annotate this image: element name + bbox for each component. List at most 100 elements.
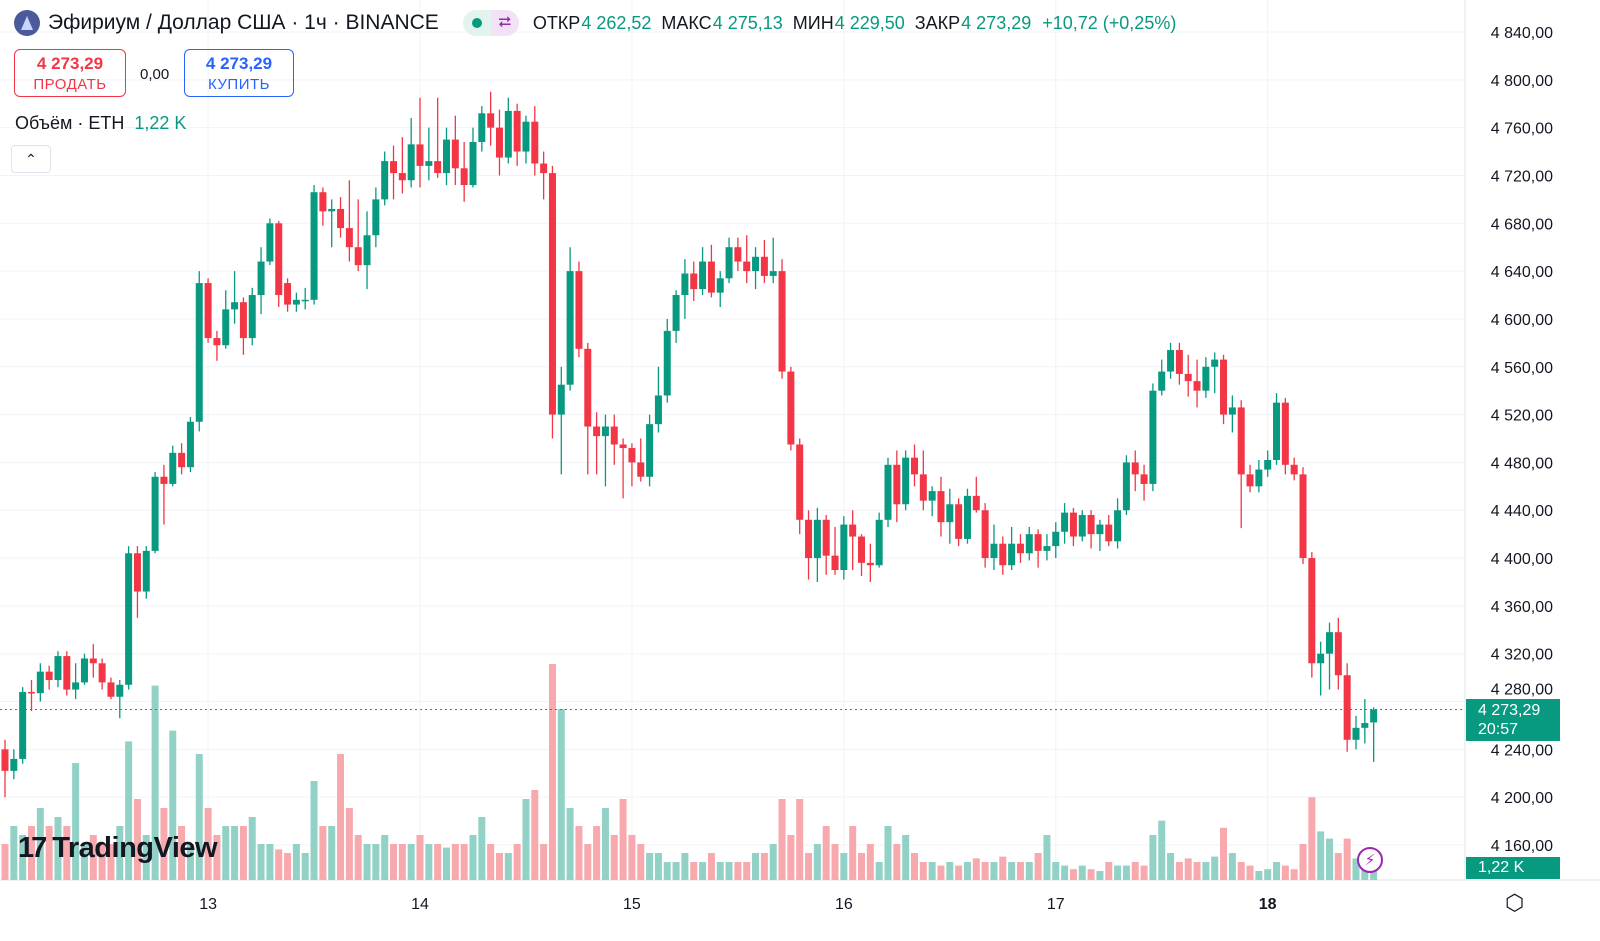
volume-bar bbox=[345, 808, 353, 880]
volume-bar bbox=[787, 835, 795, 880]
volume-bar bbox=[531, 790, 539, 880]
candle-body bbox=[637, 462, 645, 477]
volume-bar bbox=[540, 844, 548, 880]
candle-body bbox=[619, 444, 627, 449]
volume-bar bbox=[610, 835, 618, 880]
volume-bar bbox=[1228, 853, 1236, 880]
low-label: МИН bbox=[792, 12, 834, 33]
volume-bar bbox=[1237, 862, 1245, 880]
collapse-legend-button[interactable]: ⌃ bbox=[11, 145, 51, 173]
volume-bar bbox=[522, 799, 530, 880]
volume-bar bbox=[98, 844, 106, 880]
volume-bar bbox=[584, 844, 592, 880]
volume-bar bbox=[955, 865, 963, 880]
volume-bar bbox=[1326, 838, 1333, 880]
market-open-icon bbox=[462, 10, 491, 36]
candle-body bbox=[699, 261, 707, 290]
volume-bar bbox=[910, 853, 918, 880]
candle-body bbox=[248, 295, 256, 339]
volume-bar bbox=[204, 808, 212, 880]
candle-body bbox=[937, 491, 945, 523]
volume-bar bbox=[160, 808, 168, 880]
volume-bar bbox=[1043, 835, 1051, 880]
volume-bar bbox=[1, 844, 9, 880]
price-axis[interactable]: 4 840,00 4 800,00 4 760,00 4 720,00 4 680,00… bbox=[1491, 25, 1553, 855]
symbol-title[interactable]: Эфириум / Доллар США · 1ч · BINANCE bbox=[48, 11, 439, 34]
candle-body bbox=[919, 474, 927, 501]
candle-body bbox=[1025, 534, 1033, 554]
volume-bar bbox=[1122, 865, 1130, 880]
candle-body bbox=[884, 464, 892, 520]
volume-bar bbox=[1211, 856, 1219, 880]
volume-bar bbox=[213, 835, 221, 880]
candle-body bbox=[1114, 510, 1122, 542]
candle-body bbox=[1246, 474, 1254, 487]
volume-legend[interactable]: Объём · ETH 1,22 K bbox=[15, 113, 186, 134]
candle-body bbox=[45, 671, 53, 681]
candle-body bbox=[963, 495, 971, 539]
volume-bar bbox=[116, 826, 124, 880]
candle-body bbox=[19, 691, 27, 759]
volume-bar bbox=[619, 799, 627, 880]
sell-label: ПРОДАТЬ bbox=[33, 76, 107, 93]
candle-body bbox=[10, 758, 18, 771]
candle-body bbox=[787, 371, 795, 445]
tradingview-logo[interactable]: 17 TradingView bbox=[18, 832, 218, 865]
candle-body bbox=[1167, 350, 1175, 372]
candle-body bbox=[610, 426, 618, 445]
candle-body bbox=[513, 110, 521, 152]
tradingview-logo-icon: 17 bbox=[18, 832, 47, 864]
candle-body bbox=[310, 192, 318, 300]
time-tick-label: 16 bbox=[835, 896, 853, 913]
candle-body bbox=[1317, 653, 1325, 664]
price-tick-label: 4 200,00 bbox=[1491, 790, 1553, 807]
candle-body bbox=[1361, 723, 1369, 728]
volume-bar bbox=[231, 826, 239, 880]
volume-bar bbox=[849, 826, 857, 880]
close-value: 4 273,29 bbox=[961, 12, 1032, 33]
price-tick-label: 4 600,00 bbox=[1491, 312, 1553, 329]
time-tick-label: 14 bbox=[411, 896, 429, 913]
candle-body bbox=[981, 510, 989, 559]
volume-bar bbox=[407, 844, 415, 880]
status-pill[interactable]: ⮂ bbox=[462, 10, 519, 36]
volume-bar bbox=[390, 844, 398, 880]
candle-body bbox=[1299, 474, 1307, 559]
buy-button[interactable]: 4 273,29 КУПИТЬ bbox=[184, 49, 294, 97]
lightning-icon[interactable]: ⚡︎ bbox=[1357, 847, 1383, 873]
candle-body bbox=[460, 168, 468, 186]
volume-bar bbox=[734, 862, 742, 880]
candle-body bbox=[1175, 350, 1183, 374]
candle-body bbox=[866, 562, 874, 566]
volume-bar bbox=[928, 862, 936, 880]
share-nodes-icon[interactable]: ⮂ bbox=[490, 10, 519, 36]
candle-body bbox=[575, 271, 583, 349]
volume-bar bbox=[80, 844, 88, 880]
volume-bar bbox=[248, 817, 256, 880]
volume-bar bbox=[813, 844, 821, 880]
candle-body bbox=[690, 273, 698, 290]
volume-bar bbox=[178, 826, 186, 880]
candle-body bbox=[1334, 632, 1342, 676]
volume-bar bbox=[354, 835, 362, 880]
volume-bar bbox=[1193, 862, 1201, 880]
last-price: 4 273,29 bbox=[1478, 701, 1541, 719]
sell-button[interactable]: 4 273,29 ПРОДАТЬ bbox=[14, 49, 126, 97]
sell-price: 4 273,29 bbox=[36, 54, 104, 73]
time-axis[interactable]: 13 14 15 16 17 18 bbox=[199, 896, 1276, 913]
volume-bar bbox=[36, 808, 44, 880]
candle-body bbox=[1105, 524, 1113, 542]
logo-text: TradingView bbox=[52, 832, 218, 864]
volume-bar bbox=[1290, 869, 1298, 880]
candle-body bbox=[1052, 531, 1060, 547]
volume-bar bbox=[1078, 865, 1086, 880]
candle-body bbox=[999, 543, 1007, 566]
volume-bar bbox=[725, 862, 733, 880]
gear-icon[interactable]: ⬡ bbox=[1505, 890, 1525, 915]
time-tick-label: 15 bbox=[623, 896, 641, 913]
candle-body bbox=[1, 749, 9, 771]
volume-bar bbox=[884, 826, 892, 880]
volume-bar bbox=[796, 799, 804, 880]
volume-bar bbox=[504, 853, 512, 880]
